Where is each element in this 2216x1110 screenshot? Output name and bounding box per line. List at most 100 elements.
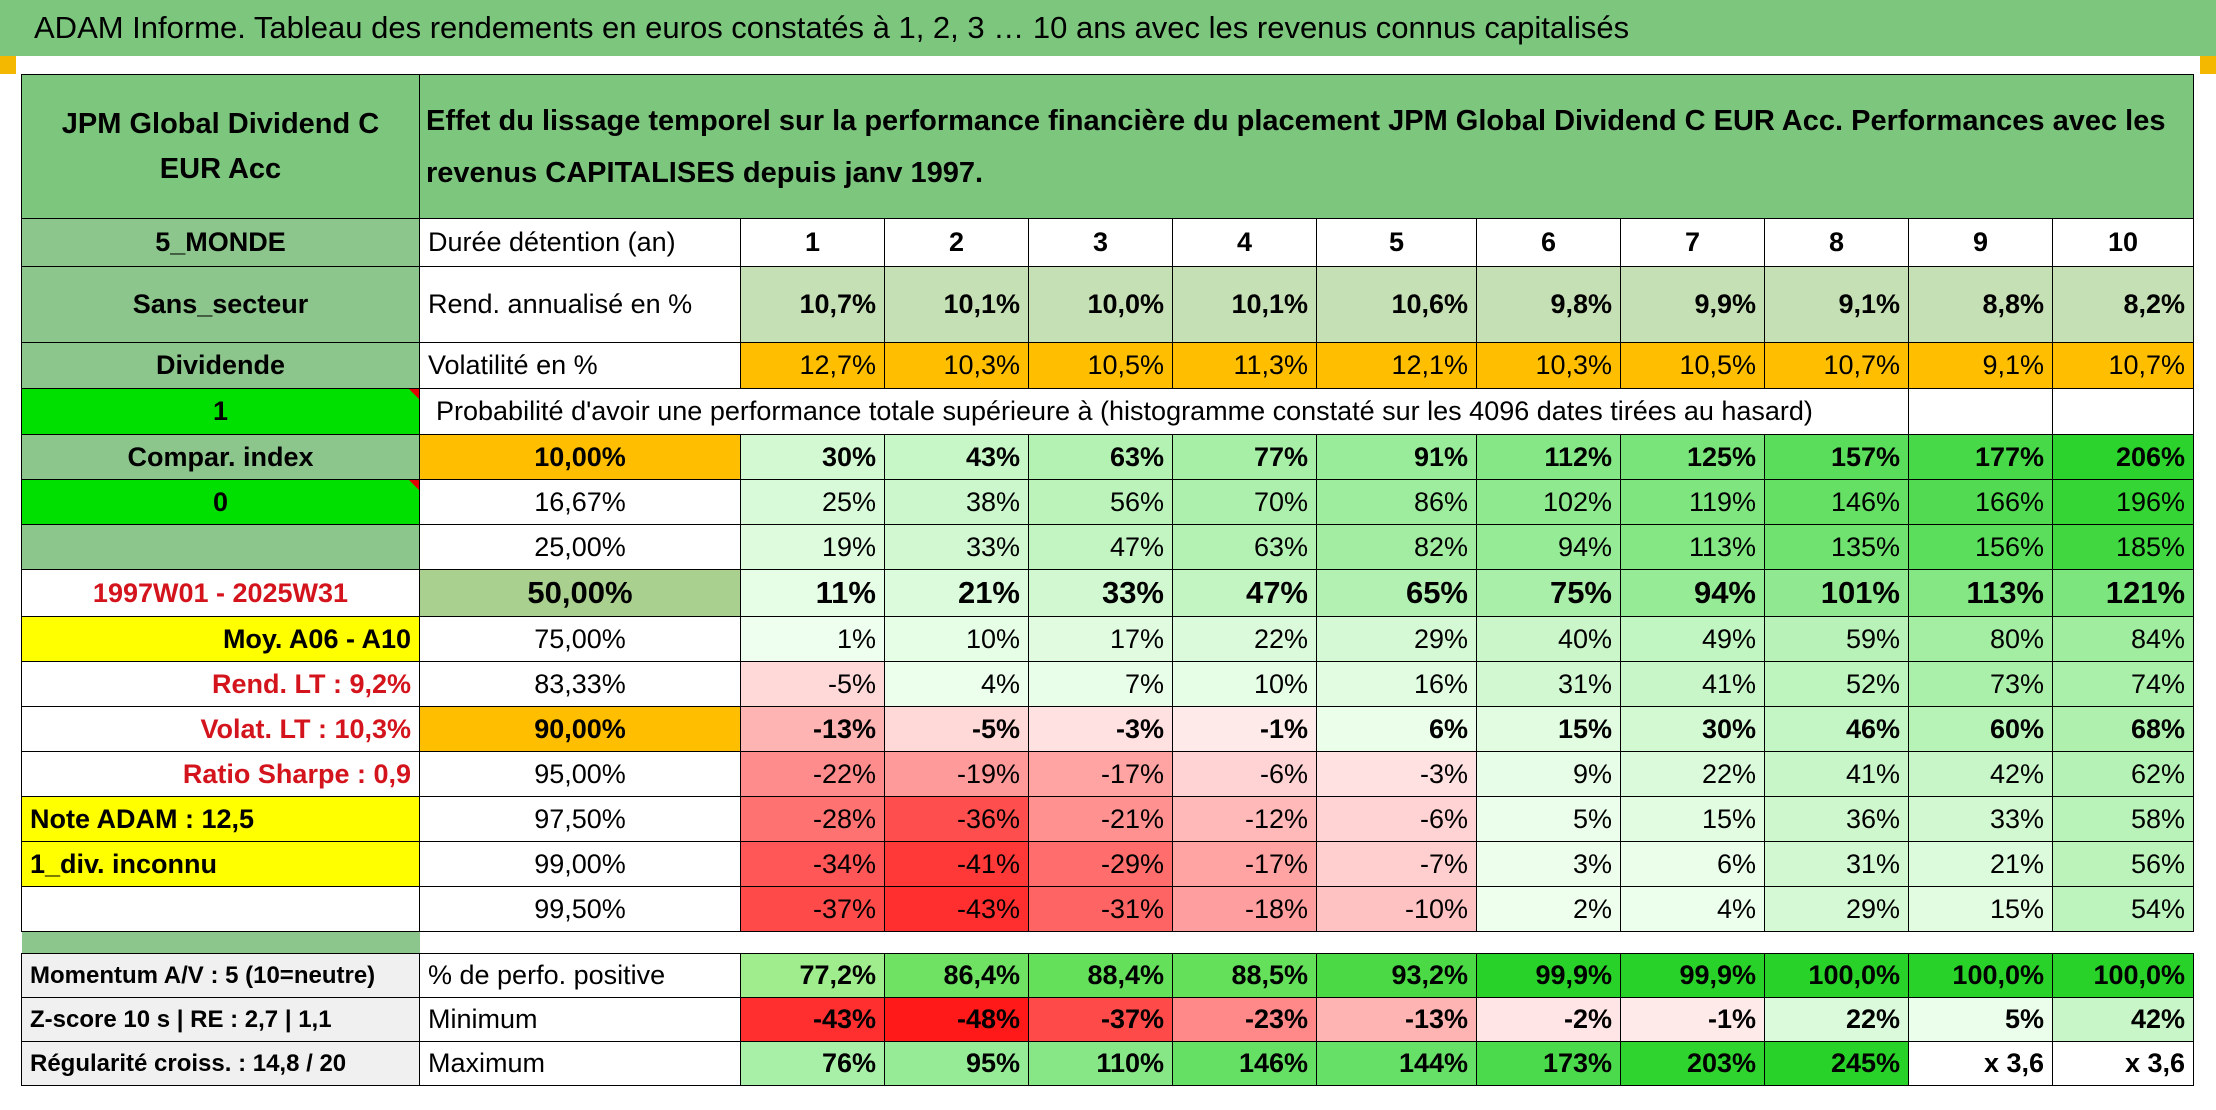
proba-value: 9% (1476, 751, 1621, 797)
proba-value: 113% (1908, 569, 2053, 617)
empty-cell (21, 886, 420, 932)
vol-value: 10,7% (1764, 342, 1909, 389)
proba-value: 42% (1908, 751, 2053, 797)
minimum-value: -13% (1316, 997, 1477, 1042)
table-row (21, 931, 2194, 954)
period-label: 1997W01 - 2025W31 (21, 569, 420, 617)
vol-value: 12,1% (1316, 342, 1477, 389)
zscore-label: Z-score 10 s | RE : 2,7 | 1,1 (21, 997, 420, 1042)
corner-marker-left (0, 56, 16, 74)
proba-value: 21% (884, 569, 1029, 617)
proba-value: 33% (1908, 796, 2053, 842)
proba-value: 30% (740, 434, 885, 480)
proba-value: 41% (1620, 661, 1765, 707)
positive-value: 86,4% (884, 953, 1029, 998)
proba-value: -22% (740, 751, 885, 797)
maximum-value: x 3,6 (2051, 1041, 2195, 1086)
proba-value: 121% (2051, 569, 2195, 617)
proba-value: 119% (1620, 479, 1765, 525)
table-row: 99,50% -37% -43% -31% -18% -10% 2% 4% 29% 15% 54% (21, 886, 2195, 932)
proba-value: 63% (1028, 434, 1173, 480)
empty-cell (1908, 388, 2053, 435)
proba-value: 112% (1476, 434, 1621, 480)
year-header: 10 (2051, 218, 2195, 267)
proba-value: 77% (1172, 434, 1317, 480)
proba-value: -17% (1028, 751, 1173, 797)
minimum-value: -2% (1476, 997, 1621, 1042)
momentum-label: Momentum A/V : 5 (10=neutre) (21, 953, 420, 998)
proba-value: 17% (1028, 616, 1173, 662)
proba-value: 16% (1316, 661, 1477, 707)
proba-value: -36% (884, 796, 1029, 842)
proba-value: -29% (1028, 841, 1173, 887)
corner-marker-right (2200, 56, 2216, 74)
proba-value: 38% (884, 479, 1029, 525)
fund-description: Effet du lissage temporel sur la perform… (418, 74, 2195, 219)
table-row: Sans_secteur Rend. annualisé en % 10,7% 10,… (21, 266, 2195, 343)
proba-value: 49% (1620, 616, 1765, 662)
proba-value: -37% (740, 886, 885, 932)
proba-value: 166% (1908, 479, 2053, 525)
proba-value: 10% (884, 616, 1029, 662)
proba-value: 84% (2051, 616, 2195, 662)
proba-value: 4% (884, 661, 1029, 707)
proba-value: 62% (2051, 751, 2195, 797)
proba-value: 206% (2051, 434, 2195, 480)
table-row: Dividende Volatilité en % 12,7% 10,3% 10,5% 1… (21, 342, 2195, 389)
minimum-value: -48% (884, 997, 1029, 1042)
proba-value: 29% (1764, 886, 1909, 932)
maximum-value: 203% (1620, 1041, 1765, 1086)
proba-value: -5% (884, 706, 1029, 752)
proba-value: 54% (2051, 886, 2195, 932)
proba-value: 94% (1620, 569, 1765, 617)
proba-value: -28% (740, 796, 885, 842)
proba-value: 1% (740, 616, 885, 662)
year-header: 4 (1172, 218, 1317, 267)
rend-value: 8,2% (2051, 266, 2195, 343)
performance-table: JPM Global Dividend C EUR Acc Effet du li… (21, 74, 2195, 1086)
proba-value: 47% (1172, 569, 1317, 617)
empty-cell (21, 524, 420, 570)
proba-value: 56% (1028, 479, 1173, 525)
proba-value: 75% (1476, 569, 1621, 617)
proba-value: 59% (1764, 616, 1909, 662)
vol-label: Volatilité en % (419, 342, 741, 389)
rend-value: 9,1% (1764, 266, 1909, 343)
proba-value: -5% (740, 661, 885, 707)
fund-name: JPM Global Dividend C EUR Acc (21, 74, 420, 219)
proba-value: 6% (1316, 706, 1477, 752)
proba-value: -7% (1316, 841, 1477, 887)
proba-value: 86% (1316, 479, 1477, 525)
proba-value: 135% (1764, 524, 1909, 570)
proba-value: 15% (1620, 796, 1765, 842)
proba-value: 60% (1908, 706, 2053, 752)
proba-value: -12% (1172, 796, 1317, 842)
proba-threshold: 25,00% (419, 524, 741, 570)
sharpe-label: Ratio Sharpe : 0,9 (21, 751, 420, 797)
vol-value: 10,5% (1620, 342, 1765, 389)
proba-value: 5% (1476, 796, 1621, 842)
year-header: 3 (1028, 218, 1173, 267)
table-row: 25,00% 19% 33% 47% 63% 82% 94% 113% 135% 156% 185% (21, 524, 2195, 570)
proba-value: -13% (740, 706, 885, 752)
proba-threshold: 16,67% (419, 479, 741, 525)
minimum-value: 5% (1908, 997, 2053, 1042)
proba-value: 156% (1908, 524, 2053, 570)
table-row: Momentum A/V : 5 (10=neutre)% de perfo. … (21, 953, 2195, 998)
maximum-value: 144% (1316, 1041, 1477, 1086)
proba-value: 43% (884, 434, 1029, 480)
proba-value: -43% (884, 886, 1029, 932)
proba-value: 157% (1764, 434, 1909, 480)
proba-value: 33% (884, 524, 1029, 570)
flag-one: 1 (21, 388, 420, 435)
proba-value: 22% (1172, 616, 1317, 662)
proba-value: 7% (1028, 661, 1173, 707)
table-row: 1997W01 - 2025W31 50,00% 11% 21% 33% 47% 65% 75… (21, 569, 2195, 617)
proba-value: 25% (740, 479, 885, 525)
proba-value: 40% (1476, 616, 1621, 662)
note-label: Note ADAM : 12,5 (21, 796, 420, 842)
positive-value: 88,5% (1172, 953, 1317, 998)
proba-value: 6% (1620, 841, 1765, 887)
year-header: 5 (1316, 218, 1477, 267)
